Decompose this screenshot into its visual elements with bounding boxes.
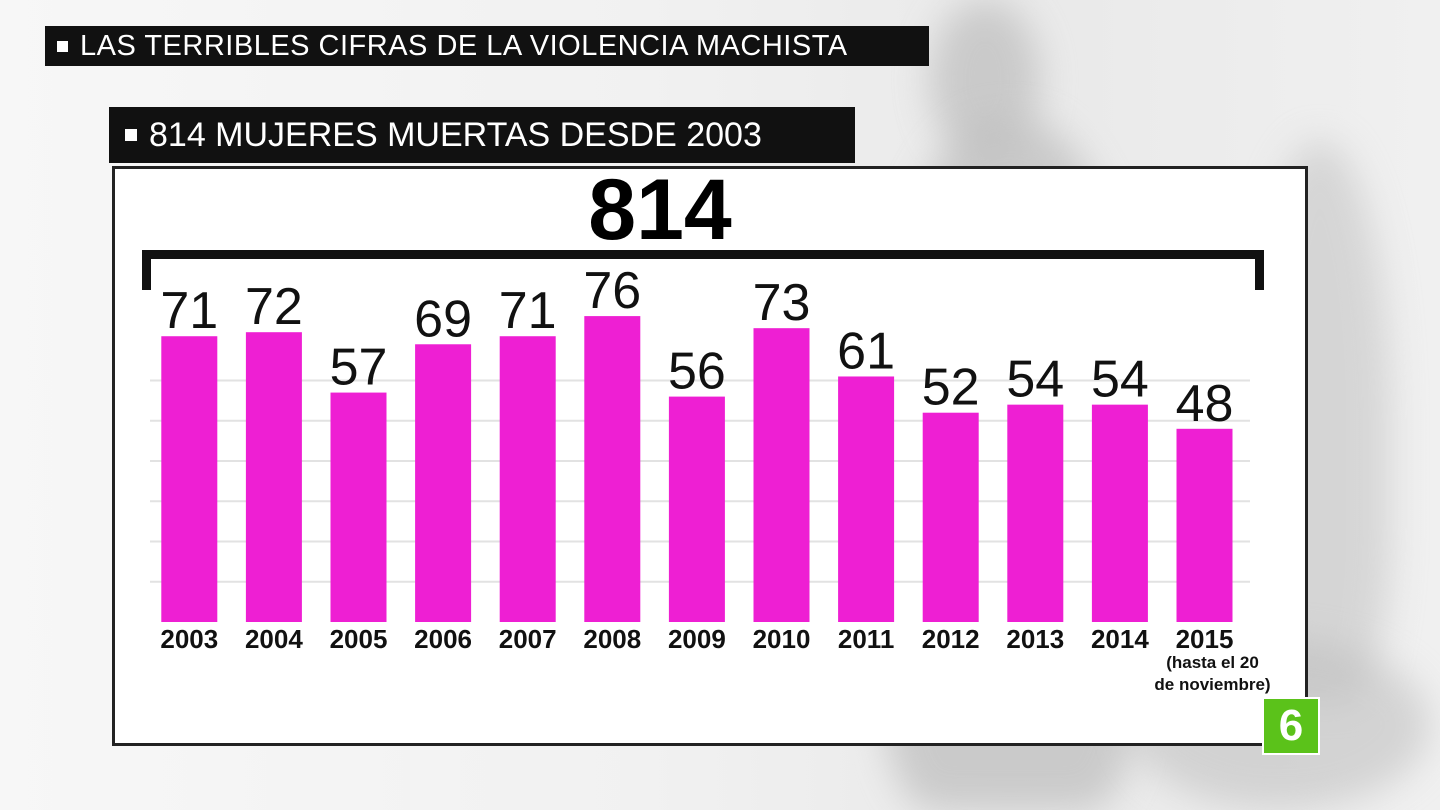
data-label: 69 xyxy=(414,290,472,348)
x-tick-label: 2006 xyxy=(414,624,472,654)
data-label: 61 xyxy=(837,322,895,380)
data-label: 54 xyxy=(1006,351,1064,409)
x-tick-label: 2009 xyxy=(668,624,726,654)
bar xyxy=(753,328,810,622)
la-sexta-logo-icon: 6 xyxy=(1262,697,1320,755)
bar xyxy=(1176,428,1233,622)
bar xyxy=(245,332,302,622)
bar xyxy=(584,316,641,622)
chart-title: 814 MUJERES MUERTAS DESDE 2003 xyxy=(149,115,762,154)
bar xyxy=(838,376,895,622)
logo-text: 6 xyxy=(1278,701,1304,750)
bar xyxy=(415,344,472,622)
total-bracket xyxy=(142,250,1264,290)
square-bullet-icon xyxy=(125,129,137,141)
x-tick-label: 2010 xyxy=(753,624,811,654)
data-label: 57 xyxy=(330,339,388,397)
bar xyxy=(330,392,387,622)
data-label: 72 xyxy=(245,278,303,336)
category-note-line-2: de noviembre) xyxy=(1154,675,1270,694)
chart-title-banner: 814 MUJERES MUERTAS DESDE 2003 xyxy=(109,107,855,163)
bar xyxy=(499,336,556,622)
data-label: 73 xyxy=(753,274,811,332)
data-label: 71 xyxy=(499,282,557,340)
data-label: 52 xyxy=(922,359,980,417)
x-tick-label: 2005 xyxy=(330,624,388,654)
data-label: 76 xyxy=(583,262,641,320)
bar xyxy=(161,336,218,622)
x-tick-label: 2012 xyxy=(922,624,980,654)
category-note-line-1: (hasta el 20 xyxy=(1166,653,1259,672)
data-label: 71 xyxy=(160,282,218,340)
top-banner-title: LAS TERRIBLES CIFRAS DE LA VIOLENCIA MAC… xyxy=(80,29,848,62)
bar xyxy=(922,412,979,622)
data-label: 48 xyxy=(1176,375,1234,433)
x-tick-label: 2008 xyxy=(583,624,641,654)
x-tick-label: 2004 xyxy=(245,624,303,654)
total-label: 814 xyxy=(588,162,732,258)
x-tick-label: 2014 xyxy=(1091,624,1149,654)
x-tick-label: 2013 xyxy=(1006,624,1064,654)
square-bullet-icon xyxy=(57,40,68,52)
x-tick-label: 2007 xyxy=(499,624,557,654)
bar xyxy=(1091,404,1148,622)
x-tick-label: 2003 xyxy=(160,624,218,654)
x-tick-label: 2011 xyxy=(838,624,894,654)
bar xyxy=(1007,404,1064,622)
x-tick-label: 2015 xyxy=(1176,624,1234,654)
data-label: 56 xyxy=(668,343,726,401)
data-label: 54 xyxy=(1091,351,1149,409)
bar xyxy=(668,396,725,622)
top-banner: LAS TERRIBLES CIFRAS DE LA VIOLENCIA MAC… xyxy=(45,26,929,66)
